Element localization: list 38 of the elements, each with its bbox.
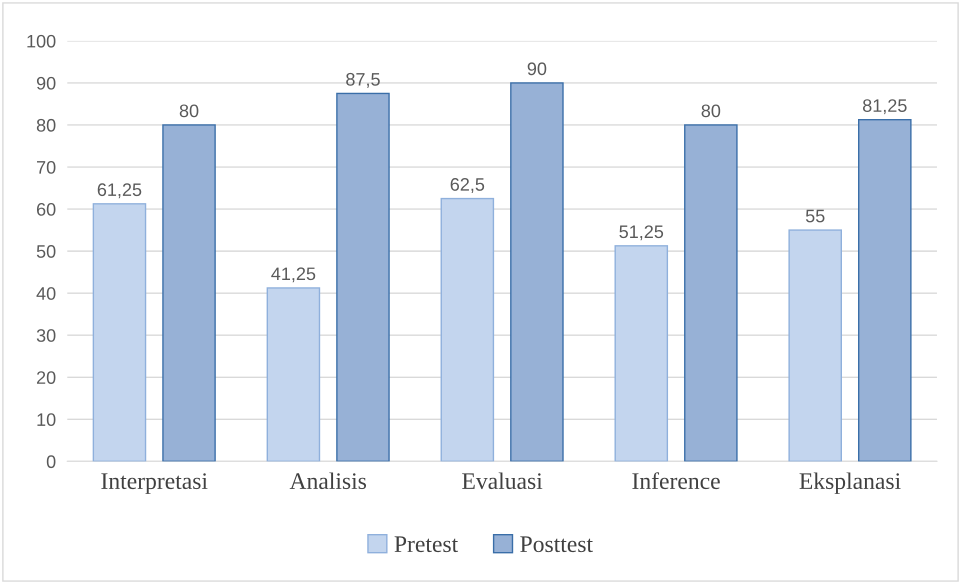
bar [336, 92, 390, 462]
bar [440, 198, 494, 462]
data-label: 80 [702, 104, 720, 118]
x-tick-label: Interpretasi [101, 473, 208, 494]
bar [614, 245, 668, 462]
legend-label: Pretest [394, 536, 458, 552]
bar [788, 229, 842, 462]
data-label: 80 [180, 104, 198, 118]
bar [266, 287, 320, 462]
x-tick-label: Eksplanasi [800, 472, 901, 494]
y-tick-label: 10 [37, 413, 56, 426]
bar [684, 124, 738, 462]
x-tick-label: Evaluasi [462, 472, 542, 490]
y-tick-label: 70 [37, 160, 56, 174]
bar [162, 124, 216, 462]
data-label: 87,5 [346, 72, 380, 88]
y-tick-label: 60 [36, 203, 56, 216]
bar [92, 203, 146, 462]
legend-label: Posttest [520, 536, 593, 552]
data-label: 55 [806, 210, 824, 222]
y-tick-label: 80 [36, 118, 56, 132]
x-tick-label: Analisis [290, 472, 366, 490]
data-label: 90 [528, 62, 546, 76]
y-tick-label: 50 [36, 245, 56, 258]
bar [858, 119, 912, 462]
y-tick-label: 90 [36, 76, 56, 90]
y-tick-label: 30 [36, 329, 56, 342]
y-tick-label: 0 [46, 455, 56, 468]
x-tick-label: Inference [632, 472, 720, 490]
data-label: 41,25 [271, 267, 316, 282]
data-label: 62,5 [450, 178, 484, 193]
bar [510, 82, 564, 462]
y-tick-label: 40 [36, 287, 56, 300]
y-tick-label: 100 [27, 34, 56, 48]
data-label: 81,25 [862, 99, 907, 114]
data-label: 51,25 [619, 225, 664, 240]
y-tick-label: 20 [36, 371, 56, 384]
data-label: 61,25 [98, 183, 142, 198]
